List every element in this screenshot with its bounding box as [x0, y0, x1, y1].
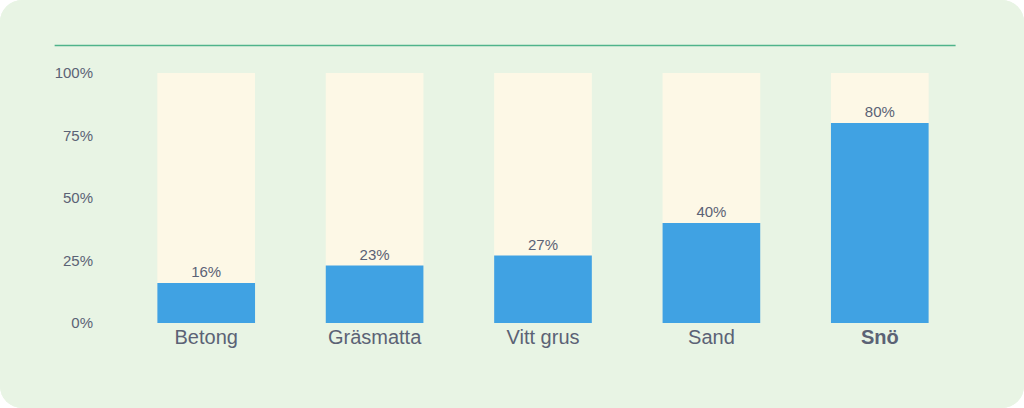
svg-text:75%: 75% — [63, 127, 93, 144]
svg-text:16%: 16% — [191, 263, 221, 280]
svg-text:40%: 40% — [696, 203, 726, 220]
svg-text:27%: 27% — [528, 236, 558, 253]
svg-text:Gräsmatta: Gräsmatta — [328, 326, 422, 348]
svg-text:Sand: Sand — [688, 326, 735, 348]
svg-text:23%: 23% — [360, 246, 390, 263]
svg-text:Vitt grus: Vitt grus — [507, 326, 580, 348]
svg-text:50%: 50% — [63, 189, 93, 206]
svg-text:Snö: Snö — [861, 326, 899, 348]
svg-text:Betong: Betong — [175, 326, 238, 348]
svg-text:80%: 80% — [865, 103, 895, 120]
svg-text:0%: 0% — [71, 314, 93, 331]
svg-text:25%: 25% — [63, 252, 93, 269]
svg-text:100%: 100% — [55, 64, 93, 81]
